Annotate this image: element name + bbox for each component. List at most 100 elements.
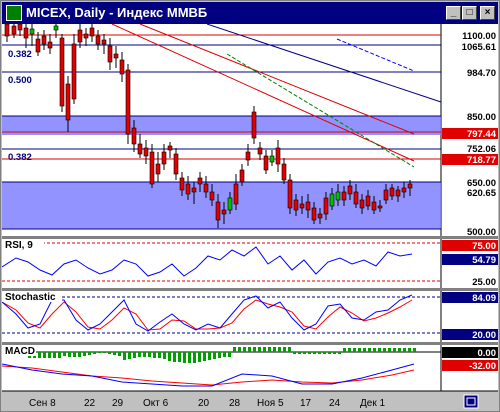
macd-bar — [148, 352, 151, 357]
macd-bar — [203, 352, 206, 361]
candle-body — [197, 177, 203, 185]
candle-body — [4, 24, 10, 37]
rsi-level-label: 75.00 — [472, 241, 496, 252]
fib-label: 0.382 — [8, 152, 32, 163]
macd-zero-label: 0.00 — [478, 348, 497, 359]
price-label: 1065.61 — [462, 42, 497, 53]
candle-body — [239, 169, 245, 183]
price-label: 797.44 — [467, 129, 497, 140]
candle-body — [95, 35, 101, 45]
chart-corner-icon[interactable] — [463, 394, 479, 409]
macd-bar — [353, 348, 356, 352]
candle-body — [383, 189, 389, 201]
macd-bar — [163, 352, 166, 359]
candle-body — [35, 38, 41, 53]
macd-bar — [98, 352, 101, 353]
title-bar[interactable]: MICEX, Daily - Индекс ММВБ _ □ × — [2, 2, 498, 24]
macd-bar — [383, 348, 386, 352]
macd-bar — [303, 352, 306, 354]
macd-bar — [368, 348, 371, 352]
candle-body — [161, 151, 167, 165]
macd-bar — [133, 352, 136, 358]
x-tick-label: Сен 8 — [29, 398, 56, 409]
macd-value-label: -32.00 — [469, 361, 496, 372]
macd-bar — [173, 352, 176, 362]
x-tick-label: 29 — [112, 398, 124, 409]
price-label: 1100.00 — [462, 31, 496, 42]
candle-body — [371, 201, 377, 211]
candle-body — [107, 45, 113, 63]
resistance-band — [2, 116, 441, 135]
macd-histogram — [28, 347, 416, 363]
macd-signal-line — [2, 365, 415, 386]
candle-body — [293, 199, 299, 211]
candle-body — [347, 185, 353, 195]
macd-bar — [298, 352, 301, 354]
candle-body — [287, 179, 293, 209]
current-price-label: 620.65 — [467, 188, 497, 199]
stochastic-title: Stochastic — [5, 292, 56, 303]
candle-body — [269, 155, 275, 163]
candle-body — [329, 193, 335, 207]
macd-bar — [178, 352, 181, 362]
macd-bar — [208, 352, 211, 360]
macd-bar — [88, 352, 91, 355]
macd-bar — [328, 352, 331, 354]
stochastic-level-label: 20.00 — [472, 330, 496, 341]
price-label: 752.06 — [467, 144, 496, 155]
macd-bar — [228, 352, 231, 357]
channel-line-lower — [111, 24, 415, 162]
macd-bar — [68, 352, 71, 357]
macd-bar — [388, 348, 391, 352]
fib-label: 0.382 — [8, 49, 32, 60]
candle-body — [53, 25, 59, 31]
candle-body — [251, 111, 257, 139]
macd-bar — [238, 347, 241, 352]
macd-bar — [123, 352, 126, 360]
candle-body — [11, 25, 17, 35]
macd-bar — [78, 352, 81, 357]
candle-body — [299, 203, 305, 209]
x-tick-label: 17 — [300, 398, 312, 409]
macd-title: MACD — [5, 346, 35, 357]
price-label: 850.00 — [467, 112, 496, 123]
minimize-button[interactable]: _ — [446, 6, 461, 20]
main-panel: 0.382 0.500 0.382 1100.00 1065.61 984.70… — [2, 24, 498, 238]
window-title: MICEX, Daily - Индекс ММВБ — [26, 5, 208, 20]
candle-body — [149, 151, 155, 185]
channel-line-green — [226, 53, 415, 168]
macd-bar — [348, 348, 351, 352]
macd-bar — [233, 347, 236, 352]
candle-body — [89, 27, 95, 37]
candle-body — [113, 53, 119, 59]
x-tick-label: 22 — [84, 398, 96, 409]
rsi-value-label: 54.79 — [472, 255, 496, 266]
maximize-button[interactable]: □ — [462, 6, 477, 20]
candle-body — [323, 197, 329, 215]
price-label: 500.00 — [467, 227, 496, 238]
rsi-title: RSI, 9 — [5, 240, 33, 251]
candle-body — [257, 147, 263, 155]
x-tick-label: 20 — [198, 398, 210, 409]
macd-bar — [193, 352, 196, 363]
macd-bar — [158, 352, 161, 358]
candle-body — [77, 29, 83, 43]
macd-bar — [308, 352, 311, 354]
price-label: 650.00 — [467, 178, 496, 189]
candle-body — [275, 147, 281, 165]
rsi-line — [2, 246, 413, 277]
candle-body — [173, 153, 179, 175]
channel-line-blue — [206, 24, 442, 103]
candle-body — [143, 147, 149, 157]
rsi-panel: RSI, 9 75.00 54.79 25.00 — [2, 239, 498, 288]
x-tick-label: Окт 6 — [143, 398, 169, 409]
close-button[interactable]: × — [480, 6, 495, 20]
macd-line — [2, 363, 415, 387]
chart-canvas[interactable]: 0.382 0.500 0.382 1100.00 1065.61 984.70… — [2, 24, 498, 411]
macd-bar — [143, 352, 146, 357]
candle-body — [83, 33, 89, 39]
x-axis: Сен 8 22 29 Окт 6 20 28 Ноя 5 17 24 Дек … — [29, 398, 385, 409]
macd-bar — [358, 348, 361, 352]
macd-bar — [273, 347, 276, 352]
macd-bar — [258, 347, 261, 352]
